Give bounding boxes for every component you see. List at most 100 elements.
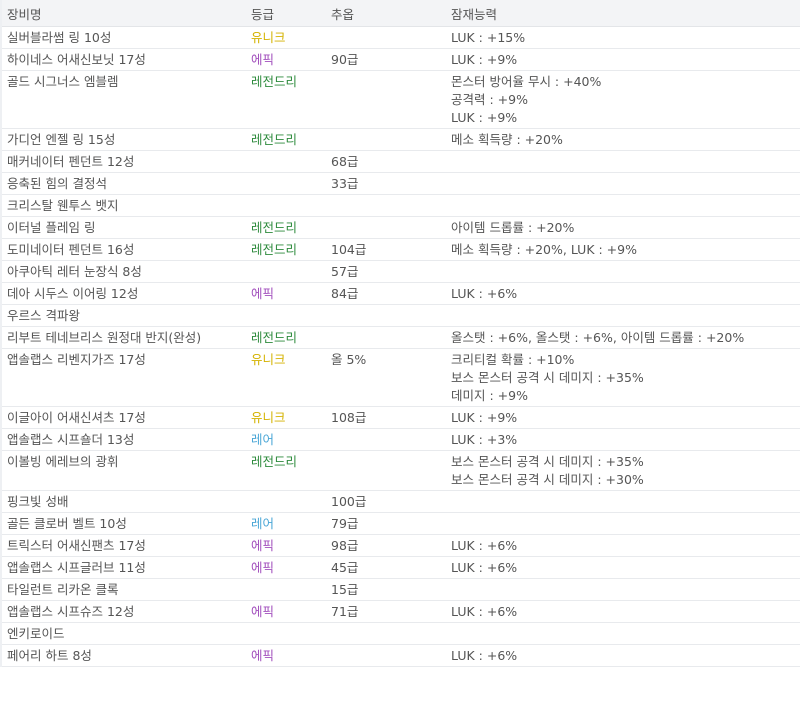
equipment-starforce: 84급: [326, 282, 446, 305]
header-potential: 잠재능력: [446, 0, 800, 27]
equipment-name: 도미네이터 펜던트 16성: [1, 238, 246, 261]
equipment-grade: [246, 622, 326, 645]
equipment-grade: [246, 578, 326, 601]
table-body: 실버블라썸 링 10성 유니크 LUK : +15% 하이네스 어새신보닛 17성 에픽…: [1, 26, 800, 667]
potential-line: LUK : +9%: [451, 110, 518, 125]
table-row: 실버블라썸 링 10성 유니크 LUK : +15%: [1, 26, 800, 49]
equipment-grade: [246, 490, 326, 513]
equipment-potential: [446, 260, 800, 283]
equipment-potential: [446, 150, 800, 173]
equipment-starforce: 68급: [326, 150, 446, 173]
equipment-starforce: 108급: [326, 406, 446, 429]
equipment-grade: 에픽: [246, 600, 326, 623]
equipment-name: 트릭스터 어새신팬츠 17성: [1, 534, 246, 557]
table-row: 크리스탈 웬투스 뱃지: [1, 194, 800, 217]
table-row: 앱솔랩스 시프숄더 13성 레어 LUK : +3%: [1, 428, 800, 451]
equipment-starforce: [326, 128, 446, 151]
equipment-grade: 레전드리: [246, 326, 326, 349]
equipment-potential: 아이템 드롭률 : +20%: [446, 216, 800, 239]
equipment-starforce: [326, 216, 446, 239]
equipment-potential: LUK : +6%: [446, 600, 800, 623]
equipment-table: 장비명 등급 추옵 잠재능력 실버블라썸 링 10성 유니크 LUK : +15% 하…: [0, 0, 800, 667]
table-row: 페어리 하트 8성 에픽 LUK : +6%: [1, 644, 800, 667]
potential-line: 공격력 : +9%: [451, 92, 528, 107]
equipment-name: 응축된 힘의 결정석: [1, 172, 246, 195]
table-row: 데아 시두스 이어링 12성 에픽 84급 LUK : +6%: [1, 282, 800, 305]
equipment-starforce: [326, 304, 446, 327]
equipment-potential: LUK : +15%: [446, 26, 800, 49]
table-row: 골든 클로버 벨트 10성 레어 79급: [1, 512, 800, 535]
equipment-starforce: 71급: [326, 600, 446, 623]
equipment-potential: LUK : +9%: [446, 406, 800, 429]
equipment-name: 핑크빛 성배: [1, 490, 246, 513]
potential-line: 메소 획득량 : +20%: [451, 132, 563, 147]
equipment-starforce: 104급: [326, 238, 446, 261]
header-grade: 등급: [246, 0, 326, 27]
equipment-grade: 레전드리: [246, 238, 326, 261]
potential-line: 데미지 : +9%: [451, 388, 528, 403]
equipment-starforce: [326, 622, 446, 645]
equipment-potential: [446, 622, 800, 645]
equipment-starforce: 33급: [326, 172, 446, 195]
table-row: 이글아이 어새신셔츠 17성 유니크 108급 LUK : +9%: [1, 406, 800, 429]
table-row: 앱솔랩스 리벤지가즈 17성 유니크 올 5% 크리티컬 확률 : +10% 보스 몬스…: [1, 348, 800, 407]
equipment-potential: LUK : +6%: [446, 556, 800, 579]
equipment-grade: 유니크: [246, 26, 326, 49]
equipment-potential: 몬스터 방어율 무시 : +40% 공격력 : +9% LUK : +9%: [446, 70, 800, 129]
equipment-name: 우르스 격파왕: [1, 304, 246, 327]
equipment-name: 앱솔랩스 시프글러브 11성: [1, 556, 246, 579]
table-row: 타일런트 리카온 클록 15급: [1, 578, 800, 601]
equipment-potential: [446, 490, 800, 513]
equipment-grade: 레어: [246, 428, 326, 451]
equipment-name: 데아 시두스 이어링 12성: [1, 282, 246, 305]
table-row: 이터널 플레임 링 레전드리 아이템 드롭률 : +20%: [1, 216, 800, 239]
equipment-starforce: [326, 326, 446, 349]
potential-line: LUK : +9%: [451, 52, 518, 67]
equipment-potential: LUK : +6%: [446, 644, 800, 667]
equipment-grade: 유니크: [246, 348, 326, 407]
table-row: 아쿠아틱 레터 눈장식 8성 57급: [1, 260, 800, 283]
equipment-potential: [446, 304, 800, 327]
table-row: 이볼빙 에레브의 광휘 레전드리 보스 몬스터 공격 시 데미지 : +35% 보스 …: [1, 450, 800, 491]
equipment-grade: [246, 194, 326, 217]
equipment-starforce: 15급: [326, 578, 446, 601]
table-row: 매커네이터 펜던트 12성 68급: [1, 150, 800, 173]
equipment-potential: [446, 172, 800, 195]
header-starforce: 추옵: [326, 0, 446, 27]
equipment-starforce: [326, 26, 446, 49]
equipment-starforce: 45급: [326, 556, 446, 579]
equipment-grade: 레어: [246, 512, 326, 535]
equipment-potential: 메소 획득량 : +20%, LUK : +9%: [446, 238, 800, 261]
equipment-name: 이터널 플레임 링: [1, 216, 246, 239]
equipment-starforce: 57급: [326, 260, 446, 283]
potential-line: LUK : +6%: [451, 560, 518, 575]
equipment-name: 페어리 하트 8성: [1, 644, 246, 667]
equipment-name: 앱솔랩스 리벤지가즈 17성: [1, 348, 246, 407]
equipment-starforce: 90급: [326, 48, 446, 71]
equipment-starforce: [326, 644, 446, 667]
table-row: 도미네이터 펜던트 16성 레전드리 104급 메소 획득량 : +20%, LUK …: [1, 238, 800, 261]
equipment-potential: LUK : +6%: [446, 282, 800, 305]
equipment-grade: 유니크: [246, 406, 326, 429]
equipment-potential: LUK : +6%: [446, 534, 800, 557]
equipment-grade: 에픽: [246, 48, 326, 71]
equipment-grade: 레전드리: [246, 216, 326, 239]
equipment-potential: 올스탯 : +6%, 올스탯 : +6%, 아이템 드롭률 : +20%: [446, 326, 800, 349]
potential-line: 올스탯 : +6%, 올스탯 : +6%, 아이템 드롭률 : +20%: [451, 330, 745, 345]
table-row: 리부트 테네브리스 원정대 반지(완성) 레전드리 올스탯 : +6%, 올스탯 :…: [1, 326, 800, 349]
equipment-potential: 크리티컬 확률 : +10% 보스 몬스터 공격 시 데미지 : +35% 데미지 …: [446, 348, 800, 407]
equipment-grade: 에픽: [246, 282, 326, 305]
equipment-grade: 레전드리: [246, 128, 326, 151]
equipment-name: 골드 시그너스 엠블렘: [1, 70, 246, 129]
equipment-grade: [246, 260, 326, 283]
equipment-starforce: [326, 450, 446, 491]
table-row: 앱솔랩스 시프글러브 11성 에픽 45급 LUK : +6%: [1, 556, 800, 579]
equipment-grade: [246, 150, 326, 173]
equipment-potential: LUK : +3%: [446, 428, 800, 451]
equipment-name: 실버블라썸 링 10성: [1, 26, 246, 49]
equipment-name: 매커네이터 펜던트 12성: [1, 150, 246, 173]
equipment-potential: [446, 578, 800, 601]
equipment-starforce: [326, 70, 446, 129]
potential-line: LUK : +6%: [451, 604, 518, 619]
potential-line: 보스 몬스터 공격 시 데미지 : +35%: [451, 370, 644, 385]
